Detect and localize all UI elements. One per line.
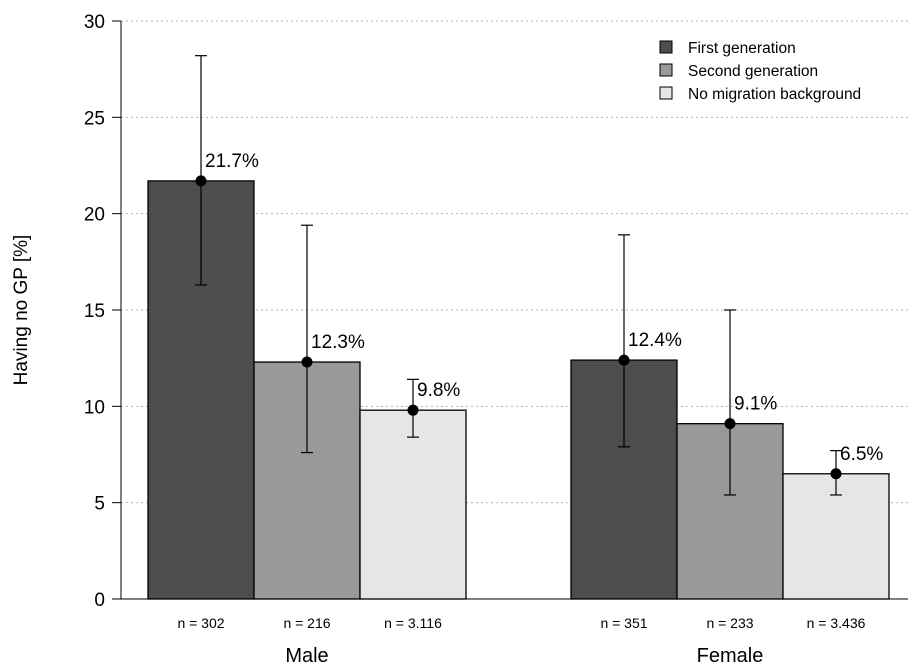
legend: First generation Second generation No migr… (659, 40, 861, 103)
n-label: n = 351 (600, 615, 647, 631)
y-tick-label: 0 (94, 590, 105, 611)
y-tick-label: 20 (84, 205, 105, 226)
y-tick-label: 30 (84, 12, 105, 33)
n-label: n = 3.436 (807, 615, 866, 631)
group-label: Female (697, 645, 764, 666)
legend-label: Second generation (688, 63, 818, 80)
n-label: n = 302 (177, 615, 224, 631)
y-axis: 0 5 10 15 20 25 30 (84, 12, 122, 611)
group-label: Male (285, 645, 328, 666)
data-label: 21.7% (205, 151, 259, 172)
labels: 21.7% n = 302 12.3% n = 216 9.8% n = 3.116 Mal… (177, 151, 883, 666)
n-label: n = 3.116 (384, 615, 442, 631)
y-tick-label: 5 (94, 494, 105, 515)
legend-swatch (659, 63, 673, 77)
y-tick-label: 10 (84, 397, 105, 418)
data-point (301, 356, 313, 368)
n-label: n = 216 (283, 615, 330, 631)
data-label: 12.4% (628, 330, 682, 351)
data-point (195, 175, 207, 187)
data-label: 12.3% (311, 332, 365, 353)
n-label: n = 233 (706, 615, 753, 631)
y-tick-label: 15 (84, 301, 105, 322)
bar (253, 361, 361, 600)
bar (359, 409, 467, 600)
y-tick-label: 25 (84, 108, 105, 129)
y-axis-title: Having no GP [%] (11, 235, 32, 386)
data-label: 6.5% (840, 444, 883, 465)
data-point (407, 404, 419, 416)
legend-swatch (659, 40, 673, 54)
data-point (618, 354, 630, 366)
legend-label: First generation (688, 40, 796, 57)
data-label: 9.1% (734, 394, 777, 415)
legend-swatch (659, 86, 673, 100)
error-bars (195, 55, 842, 496)
data-label: 9.8% (417, 380, 460, 401)
data-point (830, 468, 842, 480)
bars (147, 180, 890, 600)
legend-label: No migration background (688, 86, 861, 103)
data-point (724, 418, 736, 430)
